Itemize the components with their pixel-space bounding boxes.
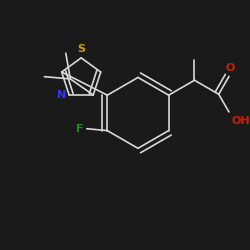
Text: O: O — [225, 63, 234, 73]
Text: OH: OH — [232, 116, 250, 126]
Text: F: F — [76, 124, 84, 134]
Text: S: S — [77, 44, 85, 54]
Text: N: N — [57, 90, 66, 100]
